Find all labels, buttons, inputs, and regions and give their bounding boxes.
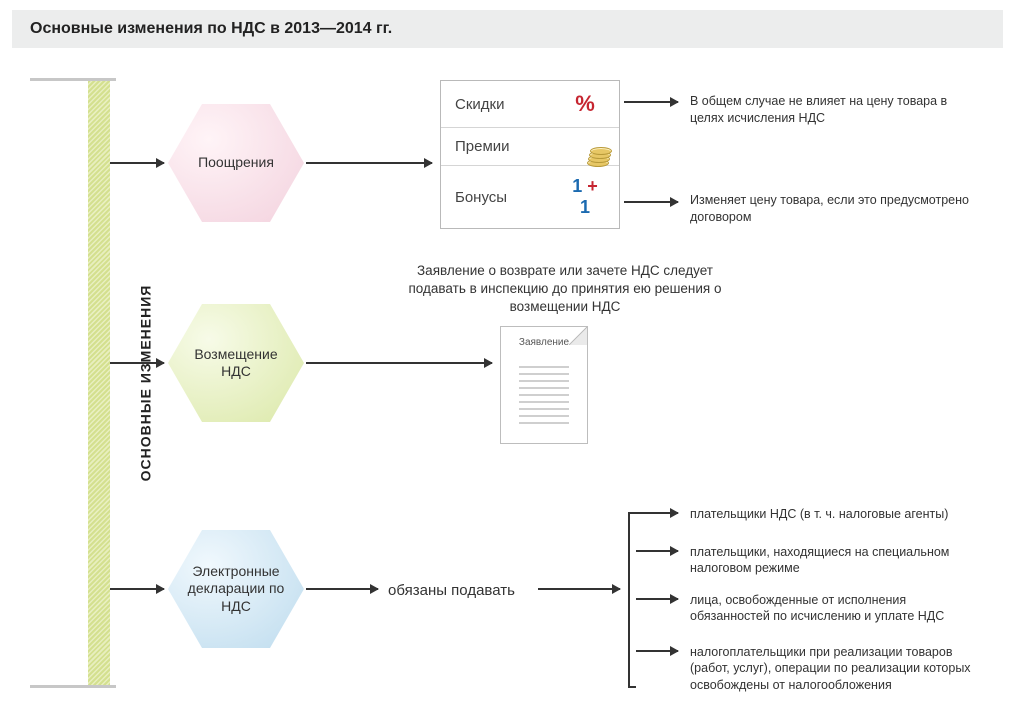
- green-stripe: [88, 81, 110, 685]
- arrow: [636, 598, 678, 600]
- rewards-label: Премии: [455, 138, 510, 155]
- application-document-icon: Заявление: [500, 326, 588, 444]
- taxpayer-item: плательщики, находящиеся на специальном …: [690, 544, 980, 577]
- percent-icon: %: [565, 91, 605, 117]
- rewards-row-discount: Скидки %: [441, 81, 619, 128]
- arrow: [306, 588, 378, 590]
- taxpayer-item: плательщики НДС (в т. ч. налоговые агент…: [690, 506, 980, 522]
- page-title: Основные изменения по НДС в 2013—2014 гг…: [30, 20, 985, 38]
- arrow: [538, 588, 620, 590]
- hex-vat-refund: Возмещение НДС: [168, 304, 304, 422]
- arrow: [636, 650, 678, 652]
- rewards-row-bonus: Бонусы 1 + 1: [441, 166, 619, 228]
- title-bar: Основные изменения по НДС в 2013—2014 гг…: [12, 10, 1003, 48]
- left-bracket: ОСНОВНЫЕ ИЗМЕНЕНИЯ: [30, 78, 116, 688]
- sidebar-label: ОСНОВНЫЕ ИЗМЕНЕНИЯ: [137, 285, 153, 482]
- rewards-label: Бонусы: [455, 189, 507, 206]
- taxpayer-item: лица, освобожденные от исполнения обязан…: [690, 592, 980, 625]
- arrow: [110, 362, 164, 364]
- rewards-label: Скидки: [455, 96, 504, 113]
- arrow: [624, 201, 678, 203]
- arrow: [624, 101, 678, 103]
- note-discount: В общем случае не влияет на цену товара …: [690, 93, 980, 127]
- submit-label: обязаны подавать: [388, 582, 515, 599]
- doc-lines: [519, 361, 569, 429]
- doc-title: Заявление: [501, 337, 587, 348]
- arrow: [636, 550, 678, 552]
- refund-caption: Заявление о возврате или зачете НДС след…: [400, 262, 730, 317]
- hex-incentives: Поощрения: [168, 104, 304, 222]
- right-bracket: [628, 512, 630, 688]
- arrow: [110, 162, 164, 164]
- hex-edeclarations: Электронные декларации по НДС: [168, 530, 304, 648]
- taxpayer-item: налогоплательщики при реализации товаров…: [690, 644, 980, 693]
- arrow: [110, 588, 164, 590]
- rewards-box: Скидки % Премии Бонусы 1 + 1: [440, 80, 620, 229]
- arrow: [636, 512, 678, 514]
- one-plus-one-icon: 1 + 1: [565, 176, 605, 218]
- note-bonus: Изменяет цену товара, если это предусмот…: [690, 192, 980, 226]
- arrow: [306, 362, 492, 364]
- rewards-row-premium: Премии: [441, 128, 619, 166]
- arrow: [306, 162, 432, 164]
